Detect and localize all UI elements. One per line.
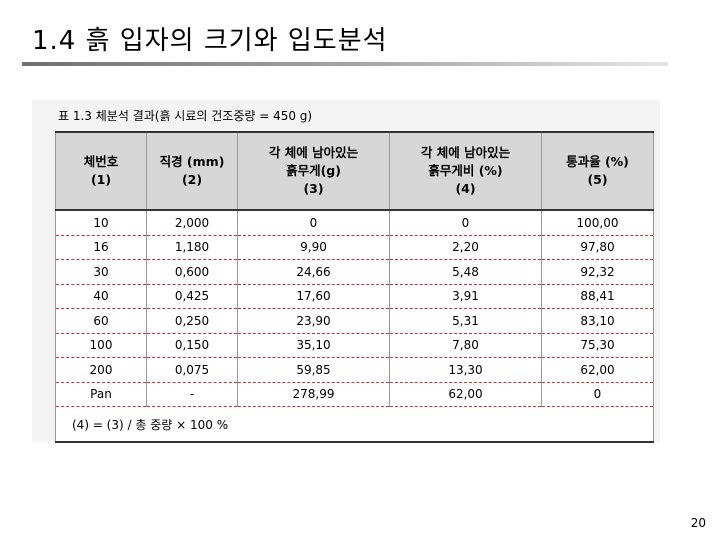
cell-percent-passing: 83,10 (541, 308, 654, 334)
cell-retained-percent: 62,00 (389, 382, 542, 407)
cell-retained-percent: 5,48 (389, 259, 542, 285)
cell-diameter: 2,000 (146, 210, 238, 236)
cell-retained-weight: 0 (237, 210, 390, 236)
header-retained-weight: 각 체에 남아있는 흙무게(g) (3) (237, 132, 390, 210)
cell-diameter: - (146, 382, 238, 407)
header-line: (3) (303, 181, 324, 196)
cell-retained-percent: 13,30 (389, 357, 542, 383)
title-divider (22, 62, 668, 66)
page-number: 20 (690, 516, 706, 530)
cell-percent-passing: 0 (541, 382, 654, 407)
table-row: 100 0,150 35,10 7,80 75,30 (55, 333, 654, 358)
header-line: 흙무게(g) (286, 163, 341, 178)
cell-diameter: 1,180 (146, 235, 238, 260)
header-line: 각 체에 남아있는 (268, 145, 359, 160)
cell-retained-weight: 17,60 (237, 284, 390, 309)
cell-percent-passing: 92,32 (541, 259, 654, 285)
header-line: (2) (181, 172, 203, 187)
cell-retained-weight: 278,99 (237, 382, 390, 407)
cell-retained-weight: 23,90 (237, 308, 390, 334)
header-diameter: 직경 (mm) (2) (146, 132, 238, 210)
header-line: 통과율 (%) (566, 154, 629, 169)
header-retained-percent: 각 체에 남아있는 흙무게비 (%) (4) (389, 132, 542, 210)
header-line: 체번호 (83, 154, 119, 169)
cell-sieve-number: Pan (55, 382, 147, 407)
cell-retained-weight: 35,10 (237, 333, 390, 358)
header-line: 직경 (mm) (159, 154, 225, 169)
table-row: 30 0,600 24,66 5,48 92,32 (55, 259, 654, 285)
table-row: 16 1,180 9,90 2,20 97,80 (55, 235, 654, 260)
cell-retained-percent: 2,20 (389, 235, 542, 260)
table-row: Pan - 278,99 62,00 0 (55, 382, 654, 407)
sieve-analysis-table: 체번호 (1) 직경 (mm) (2) 각 체에 남아있는 흙무게(g) (3)… (55, 131, 654, 443)
header-percent-passing: 통과율 (%) (5) (541, 132, 654, 210)
cell-sieve-number: 16 (55, 235, 147, 260)
cell-sieve-number: 60 (55, 308, 147, 334)
cell-retained-weight: 9,90 (237, 235, 390, 260)
cell-diameter: 0,250 (146, 308, 238, 334)
cell-sieve-number: 10 (55, 210, 147, 236)
cell-retained-weight: 59,85 (237, 357, 390, 383)
cell-percent-passing: 97,80 (541, 235, 654, 260)
cell-retained-percent: 3,91 (389, 284, 542, 309)
table-header-row: 체번호 (1) 직경 (mm) (2) 각 체에 남아있는 흙무게(g) (3)… (55, 132, 654, 210)
cell-sieve-number: 40 (55, 284, 147, 309)
header-sieve-number: 체번호 (1) (55, 132, 147, 210)
table-row: 60 0,250 23,90 5,31 83,10 (55, 308, 654, 334)
cell-percent-passing: 75,30 (541, 333, 654, 358)
table-row: 200 0,075 59,85 13,30 62,00 (55, 357, 654, 383)
cell-diameter: 0,150 (146, 333, 238, 358)
header-line: 각 체에 남아있는 (420, 145, 511, 160)
cell-sieve-number: 200 (55, 357, 147, 383)
table-footnote: (4) = (3) / 총 중량 × 100 % (55, 406, 654, 443)
cell-diameter: 0,075 (146, 357, 238, 383)
header-line: (1) (90, 172, 112, 187)
table-footnote-row: (4) = (3) / 총 중량 × 100 % (55, 406, 654, 443)
cell-percent-passing: 62,00 (541, 357, 654, 383)
cell-sieve-number: 100 (55, 333, 147, 358)
slide-title: 1.4 흙 입자의 크기와 입도분석 (32, 26, 388, 56)
header-line: 흙무게비 (%) (428, 163, 503, 178)
cell-percent-passing: 88,41 (541, 284, 654, 309)
cell-retained-percent: 5,31 (389, 308, 542, 334)
table-row: 40 0,425 17,60 3,91 88,41 (55, 284, 654, 309)
cell-diameter: 0,425 (146, 284, 238, 309)
header-line: (5) (587, 172, 608, 187)
cell-sieve-number: 30 (55, 259, 147, 285)
cell-retained-percent: 7,80 (389, 333, 542, 358)
header-line: (4) (455, 181, 476, 196)
cell-diameter: 0,600 (146, 259, 238, 285)
table-row: 10 2,000 0 0 100,00 (55, 210, 654, 236)
cell-retained-percent: 0 (389, 210, 542, 236)
table-caption: 표 1.3 체분석 결과(흙 시료의 건조중량 = 450 g) (58, 109, 313, 123)
cell-retained-weight: 24,66 (237, 259, 390, 285)
cell-percent-passing: 100,00 (541, 210, 654, 236)
